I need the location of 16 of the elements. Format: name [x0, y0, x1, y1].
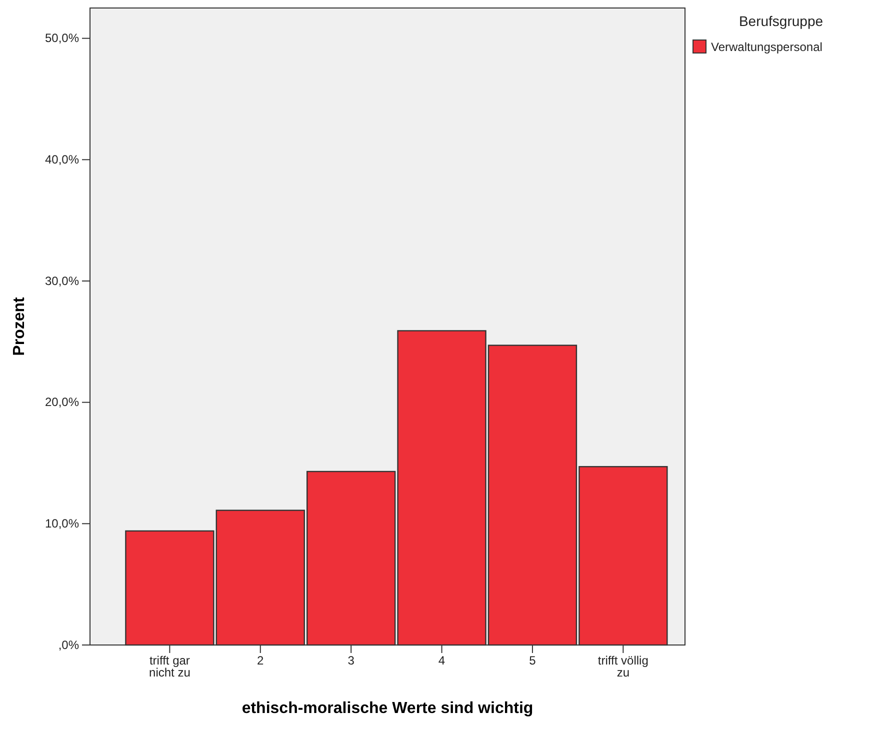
legend-title: Berufsgruppe — [738, 13, 824, 29]
y-tick-label: ,0% — [58, 638, 80, 652]
y-axis-title: Prozent — [11, 296, 28, 356]
y-tick-label: 30,0% — [44, 274, 80, 288]
y-tick-label: 10,0% — [44, 516, 80, 531]
x-axis-title: ethisch-moralische Werte sind wichtig — [242, 700, 534, 717]
y-tick-label: 20,0% — [44, 395, 80, 410]
x-tick-label: trifft völlig zu — [598, 654, 648, 680]
x-tick-label: trifft gar nicht zu — [149, 654, 190, 680]
y-tick-label: 50,0% — [44, 31, 80, 46]
x-tick-label: 4 — [438, 654, 446, 668]
legend-label: Verwaltungspersonal — [711, 40, 822, 54]
x-tick-label: 3 — [348, 654, 355, 668]
x-tick-label: 5 — [529, 654, 536, 668]
y-tick-label: 40,0% — [44, 152, 80, 167]
x-tick-label: 2 — [257, 654, 264, 668]
